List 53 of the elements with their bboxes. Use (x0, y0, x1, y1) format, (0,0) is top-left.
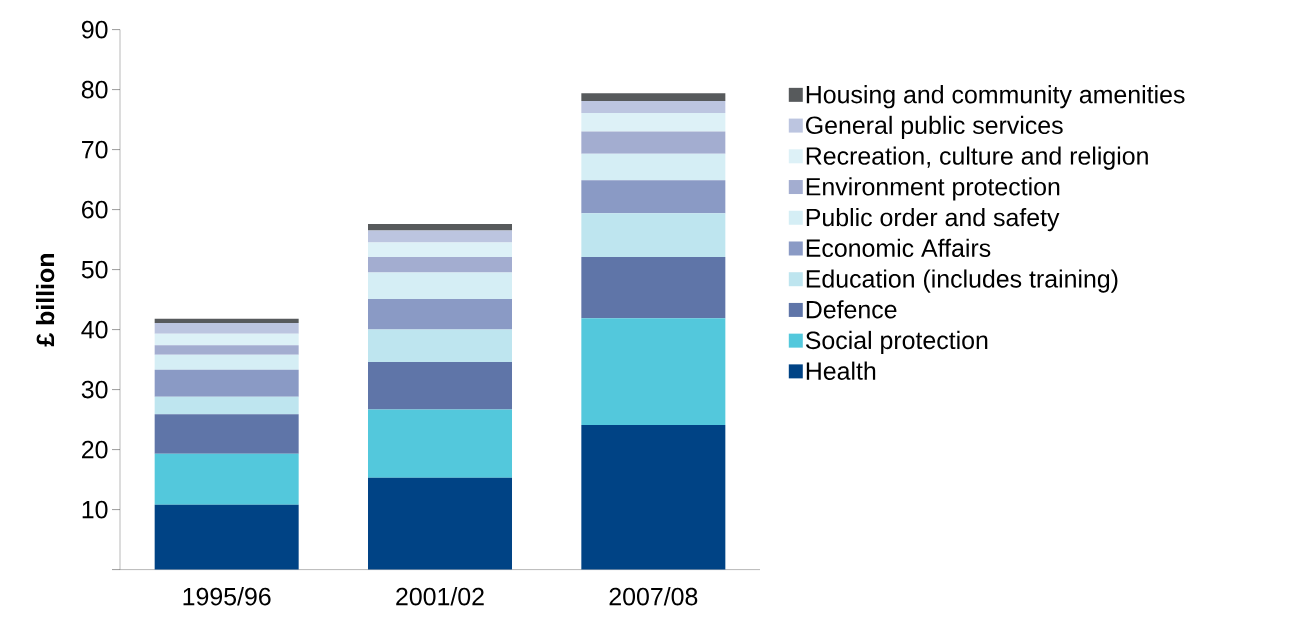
bar (368, 230, 512, 243)
bar (581, 213, 726, 257)
y-axis-title: £ billion (35, 254, 55, 347)
bar (581, 100, 726, 113)
bar (581, 257, 726, 319)
legend-label: Public order and safety (806, 207, 1060, 232)
legend-label: Health (806, 361, 876, 380)
bar (368, 477, 512, 570)
bar (368, 329, 512, 362)
bar (368, 224, 512, 231)
bar (368, 299, 512, 330)
y-tick-label: 10 (82, 500, 108, 519)
legend-label: Defence (806, 300, 897, 319)
y-tick-label: 40 (81, 320, 108, 339)
legend-label: Economic Affairs (806, 238, 991, 258)
y-tick-label: 20 (82, 440, 108, 459)
y-tick-label: 80 (81, 80, 108, 99)
y-tick-label: 60 (82, 200, 108, 219)
y-tick-label: 90 (81, 20, 108, 39)
x-tick-label: 2007/08 (609, 587, 698, 606)
bar (154, 323, 299, 334)
bar (368, 272, 512, 299)
bar (581, 131, 726, 154)
y-tick-label: 70 (82, 140, 108, 159)
legend-label: Education (includes training) (806, 269, 1118, 293)
bar (154, 414, 299, 454)
legend-label: Environment protection (806, 177, 1060, 201)
x-tick-label: 1995/96 (183, 587, 271, 606)
bar (581, 93, 726, 101)
bar (368, 257, 512, 273)
bar (154, 453, 299, 505)
y-tick-label: 50 (81, 260, 108, 279)
legend-label: Recreation, culture and religion (806, 146, 1148, 170)
bar (581, 318, 726, 425)
bar (581, 425, 726, 570)
bar (154, 369, 299, 397)
bar (581, 112, 726, 132)
bar (368, 242, 512, 257)
bar (154, 345, 299, 355)
y-tick-label: 30 (81, 380, 108, 399)
legend-label: General public services (806, 115, 1063, 140)
bar (154, 333, 299, 346)
bar (154, 504, 299, 570)
x-tick-label: 2001/02 (396, 587, 484, 606)
bar (154, 354, 299, 370)
bar (581, 153, 726, 181)
bar (368, 362, 512, 410)
legend-label: Housing and community amenities (806, 85, 1185, 109)
bar (581, 180, 726, 214)
bar (154, 396, 299, 415)
bar (368, 409, 512, 478)
legend-label: Social protection (805, 330, 988, 355)
bar (154, 318, 299, 323)
